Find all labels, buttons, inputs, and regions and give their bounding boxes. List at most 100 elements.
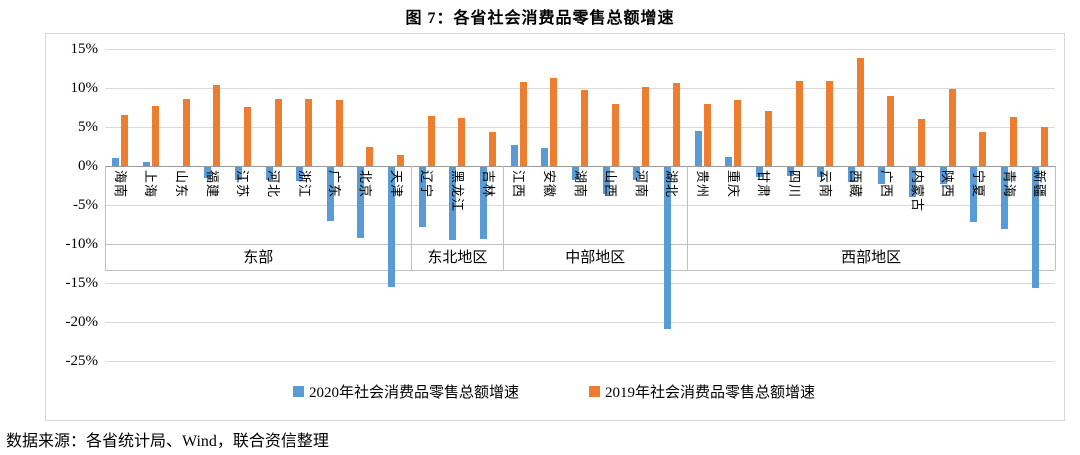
province-label: 内蒙古 bbox=[909, 170, 925, 213]
province-label: 河南 bbox=[633, 170, 649, 199]
bar bbox=[204, 167, 212, 178]
bar bbox=[970, 167, 978, 223]
bar bbox=[642, 87, 650, 166]
province-label: 海南 bbox=[112, 170, 128, 199]
chart-legend: 2020年社会消费品零售总额增速 2019年社会消费品零售总额增速 bbox=[45, 381, 1063, 402]
bar bbox=[764, 110, 772, 166]
bar bbox=[121, 115, 129, 166]
province-label: 浙江 bbox=[296, 170, 312, 199]
province-label: 湖南 bbox=[572, 170, 588, 199]
y-tick-label: 0% bbox=[78, 158, 98, 174]
bar bbox=[847, 167, 855, 182]
chart-title: 图 7：各省社会消费品零售总额增速 bbox=[405, 10, 675, 27]
region-label: 东部 bbox=[243, 250, 274, 266]
province-label: 山东 bbox=[174, 170, 190, 199]
province-label: 天津 bbox=[388, 170, 404, 199]
gridline bbox=[105, 49, 1055, 50]
province-label: 云南 bbox=[817, 170, 833, 199]
label-box-border bbox=[411, 166, 413, 270]
bar bbox=[948, 88, 956, 166]
province-label: 湖北 bbox=[664, 170, 680, 199]
bar bbox=[418, 167, 426, 228]
y-tick-label: 5% bbox=[78, 119, 98, 135]
bar bbox=[633, 167, 641, 181]
bar bbox=[909, 167, 917, 197]
y-tick-label: 15% bbox=[70, 41, 99, 57]
province-label: 山西 bbox=[603, 170, 619, 199]
bar bbox=[918, 119, 926, 166]
province-label: 西藏 bbox=[848, 170, 864, 199]
gridline bbox=[105, 205, 1055, 206]
gridline bbox=[105, 322, 1055, 323]
bar bbox=[725, 157, 733, 166]
bar bbox=[602, 167, 610, 195]
y-tick-label: -5% bbox=[73, 197, 98, 213]
province-label: 四川 bbox=[787, 170, 803, 199]
gridline bbox=[105, 127, 1055, 128]
legend-swatch-2020-icon bbox=[292, 386, 304, 397]
province-label: 广东 bbox=[327, 170, 343, 199]
bar bbox=[550, 77, 558, 166]
label-box-border bbox=[105, 270, 1055, 271]
bar bbox=[489, 131, 497, 166]
gridline bbox=[105, 88, 1055, 89]
bar bbox=[112, 158, 120, 166]
bar bbox=[817, 167, 825, 178]
legend-item-2020: 2020年社会消费品零售总额增速 bbox=[292, 381, 519, 402]
bar bbox=[213, 84, 221, 166]
province-label: 河北 bbox=[266, 170, 282, 199]
province-label: 江西 bbox=[511, 170, 527, 199]
bar bbox=[234, 167, 242, 181]
bar bbox=[1010, 116, 1018, 166]
bar bbox=[274, 98, 282, 166]
province-label: 陕西 bbox=[940, 170, 956, 199]
bar bbox=[388, 167, 396, 288]
province-label: 北京 bbox=[357, 170, 373, 199]
legend-label-2019: 2019年社会消费品零售总额增速 bbox=[605, 385, 816, 401]
bar bbox=[265, 167, 273, 181]
bar bbox=[243, 106, 251, 166]
source-note: 数据来源：各省统计局、Wind，联合资信整理 bbox=[6, 433, 329, 450]
bar bbox=[510, 144, 518, 166]
gridline bbox=[105, 283, 1055, 284]
province-label: 福建 bbox=[204, 170, 220, 199]
y-tick-label: -10% bbox=[65, 236, 99, 252]
province-label: 广西 bbox=[878, 170, 894, 199]
legend-item-2019: 2019年社会消费品零售总额增速 bbox=[589, 381, 815, 402]
bar bbox=[326, 167, 334, 221]
bar bbox=[142, 162, 150, 166]
bar bbox=[182, 98, 190, 166]
label-box-border bbox=[687, 166, 689, 270]
bar bbox=[458, 118, 466, 166]
province-label: 宁夏 bbox=[970, 170, 986, 199]
bar bbox=[939, 167, 947, 185]
bar bbox=[151, 105, 159, 166]
region-label: 西部地区 bbox=[841, 250, 902, 266]
province-label: 贵州 bbox=[695, 170, 711, 199]
province-label: 重庆 bbox=[725, 170, 741, 199]
province-label: 江苏 bbox=[235, 170, 251, 199]
x-axis-zero-line bbox=[105, 166, 1055, 167]
bar bbox=[581, 90, 588, 166]
bar bbox=[366, 147, 374, 166]
bar bbox=[480, 167, 488, 239]
bar bbox=[1040, 127, 1048, 166]
bar bbox=[427, 116, 435, 166]
bar bbox=[878, 167, 886, 185]
bar bbox=[305, 98, 313, 166]
region-label: 东北地区 bbox=[427, 250, 488, 266]
province-label: 新疆 bbox=[1032, 170, 1048, 199]
gridline bbox=[105, 361, 1055, 362]
bar bbox=[572, 167, 579, 181]
bar bbox=[734, 99, 742, 166]
label-box-border bbox=[105, 166, 106, 270]
bar bbox=[611, 104, 619, 166]
bar bbox=[856, 57, 864, 166]
bar bbox=[519, 81, 527, 166]
label-box-border bbox=[105, 244, 1055, 245]
legend-label-2020: 2020年社会消费品零售总额增速 bbox=[308, 385, 519, 401]
bar bbox=[541, 148, 549, 166]
bar bbox=[786, 167, 794, 177]
bar bbox=[357, 167, 365, 238]
